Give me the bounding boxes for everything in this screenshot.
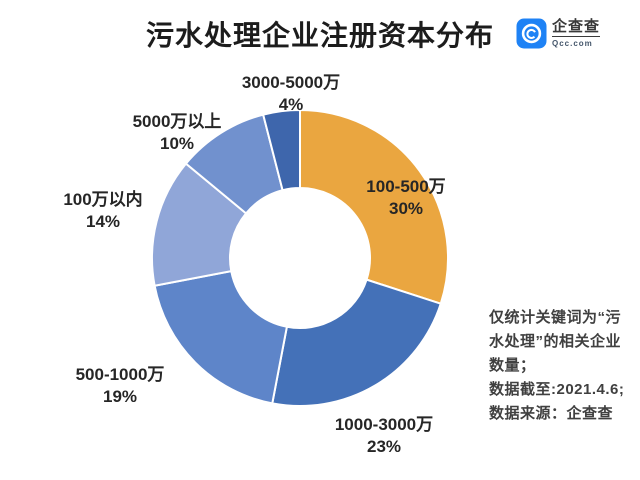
qcc-logo-icon xyxy=(516,18,547,54)
segment-pct: 23% xyxy=(366,437,402,456)
donut-slice-3000-5000万 xyxy=(261,108,301,192)
note-line: 数据来源：企查查 xyxy=(489,405,614,422)
note-line: 数据截至:2021.4.6; xyxy=(489,381,625,398)
page-title: 污水处理企业注册资本分布 xyxy=(145,20,494,51)
note-line: 水处理”的相关企业 xyxy=(489,333,622,350)
note-line: 数量； xyxy=(489,357,536,374)
qcc-brand-name: 企查查 xyxy=(552,18,601,37)
label-100-within: 100万以内 14% xyxy=(13,189,193,233)
label-100-500: 100-500万 30% xyxy=(316,176,496,220)
label-3000-5000: 3000-5000万 4% xyxy=(201,72,381,116)
label-5000-plus: 5000万以上 10% xyxy=(87,111,267,155)
segment-name: 100-500万 xyxy=(366,177,446,196)
segment-name: 1000-3000万 xyxy=(334,415,434,434)
label-1000-3000: 1000-3000万 23% xyxy=(294,414,474,458)
donut-slice-500-1000万 xyxy=(153,269,289,405)
segment-pct: 14% xyxy=(85,212,121,231)
segment-name: 500-1000万 xyxy=(75,365,165,384)
qcc-logo-text: 企查查 Qcc.com xyxy=(552,18,601,48)
segment-name: 100万以内 xyxy=(63,190,143,209)
donut-slice-100-500万 xyxy=(299,108,449,305)
segment-pct: 19% xyxy=(102,387,138,406)
qcc-domain: Qcc.com xyxy=(552,39,593,48)
label-500-1000: 500-1000万 19% xyxy=(30,364,210,408)
segment-name: 3000-5000万 xyxy=(241,73,341,92)
segment-pct: 4% xyxy=(278,95,304,114)
segment-pct: 10% xyxy=(159,134,195,153)
segment-pct: 30% xyxy=(388,199,424,218)
note-line: 仅统计关键词为“污 xyxy=(489,309,622,326)
donut-slice-1000-3000万 xyxy=(271,278,443,407)
segment-name: 5000万以上 xyxy=(132,112,222,131)
source-note: 仅统计关键词为“污 水处理”的相关企业 数量； 数据截至:2021.4.6; 数… xyxy=(489,306,639,426)
qcc-logo: 企查查 Qcc.com xyxy=(516,18,601,54)
